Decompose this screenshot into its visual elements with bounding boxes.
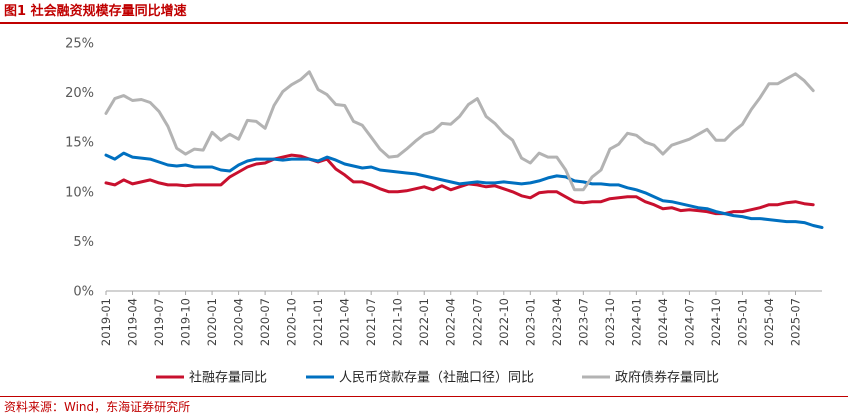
x-tick-label: 2020-07: [258, 298, 272, 346]
source-rule: [0, 396, 848, 397]
x-tick-label: 2020-10: [285, 298, 299, 346]
x-tick-label: 2022-04: [444, 298, 458, 346]
y-tick-label: 25%: [65, 37, 94, 52]
x-tick-label: 2023-04: [550, 298, 564, 346]
y-tick-label: 0%: [73, 285, 94, 300]
x-tick-label: 2024-01: [629, 298, 643, 346]
series-line-2: [104, 151, 824, 229]
x-tick-label: 2019-07: [152, 298, 166, 346]
x-tick-label: 2021-10: [391, 298, 405, 346]
x-tick-label: 2022-07: [470, 298, 484, 346]
legend-label-2: 人民币贷款存量（社融口径）同比: [339, 370, 534, 386]
x-tick-label: 2021-04: [338, 298, 352, 346]
source-note: 资料来源：Wind，东海证券研究所: [4, 400, 191, 414]
x-tick-label: 2024-04: [656, 298, 670, 346]
x-tick-label: 2025-01: [735, 298, 749, 346]
y-tick-label: 15%: [65, 136, 94, 151]
series-line-3: [104, 70, 815, 192]
y-tick-label: 20%: [65, 86, 94, 101]
x-tick-label: 2023-10: [603, 298, 617, 346]
line-chart: 0% 5% 10% 15% 20% 25% 2019-01 2019-04 2019-07 201…: [65, 37, 824, 386]
legend-label-1: 社融存量同比: [189, 370, 267, 386]
x-tick-label: 2020-01: [205, 298, 219, 346]
legend-label-3: 政府债券存量同比: [615, 370, 719, 386]
x-tick-label: 2025-07: [788, 298, 802, 346]
x-tick-label: 2019-01: [99, 298, 113, 346]
x-tick-label: 2024-07: [682, 298, 696, 346]
x-tick-label: 2021-07: [364, 298, 378, 346]
x-tick-label: 2019-10: [179, 298, 193, 346]
x-tick-label: 2024-10: [709, 298, 723, 346]
x-tick-label: 2022-01: [417, 298, 431, 346]
y-tick-label: 5%: [73, 235, 94, 250]
figure-title: 图1 社会融资规模存量同比增速: [4, 4, 187, 19]
x-tick-label: 2025-04: [762, 298, 776, 346]
title-rule: [0, 22, 848, 24]
x-tick-label: 2019-04: [126, 298, 140, 346]
x-tick-label: 2023-07: [576, 298, 590, 346]
x-tick-label: 2020-04: [232, 298, 246, 346]
x-tick-label: 2023-01: [523, 298, 537, 346]
x-tick-label: 2022-10: [497, 298, 511, 346]
series-line-1: [104, 153, 815, 216]
y-tick-label: 10%: [65, 185, 94, 200]
x-tick-label: 2021-01: [311, 298, 325, 346]
